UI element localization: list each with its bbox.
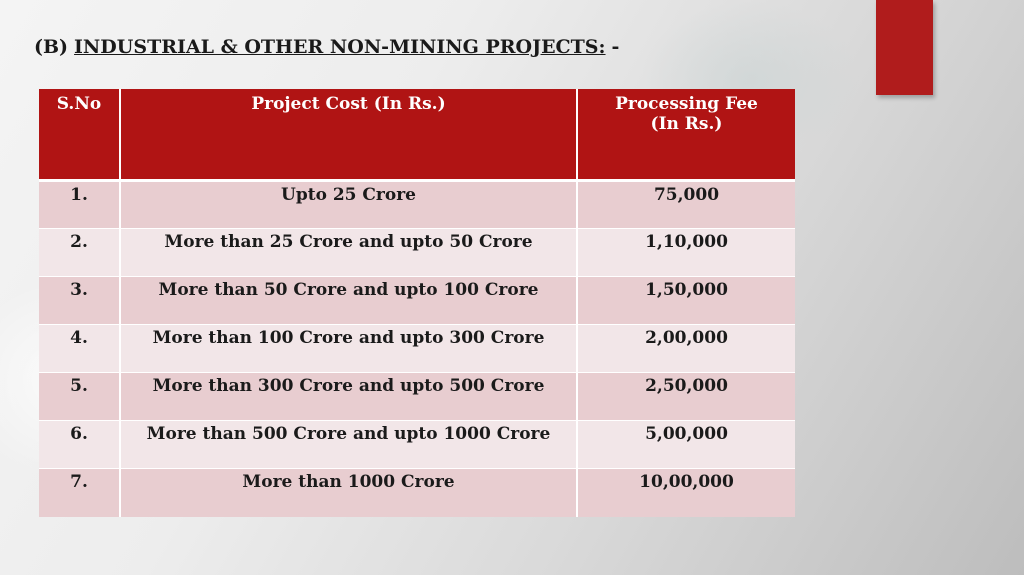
cell-sno: 4. xyxy=(39,324,121,373)
header-processing-fee-line2: (In Rs.) xyxy=(650,114,723,134)
cell-project-cost: More than 300 Crore and upto 500 Crore xyxy=(120,372,578,421)
table-row: 2. More than 25 Crore and upto 50 Crore 1,… xyxy=(39,228,795,277)
cell-processing-fee: 1,10,000 xyxy=(577,228,795,277)
slide-title-main: INDUSTRIAL & OTHER NON-MINING PROJECTS: xyxy=(74,36,606,58)
accent-tab xyxy=(876,0,933,95)
cell-processing-fee: 5,00,000 xyxy=(577,420,795,469)
table-row: 1. Upto 25 Crore 75,000 xyxy=(39,180,795,229)
cell-project-cost: More than 50 Crore and upto 100 Crore xyxy=(120,276,578,325)
header-processing-fee-line1: Processing Fee xyxy=(615,94,758,114)
cell-sno: 5. xyxy=(39,372,121,421)
table-row: 3. More than 50 Crore and upto 100 Crore 1… xyxy=(39,276,795,325)
cell-processing-fee: 2,00,000 xyxy=(577,324,795,373)
table-row: 7. More than 1000 Crore 10,00,000 xyxy=(39,468,795,517)
cell-project-cost: Upto 25 Crore xyxy=(120,180,578,229)
slide-title: (B) INDUSTRIAL & OTHER NON-MINING PROJECT… xyxy=(34,36,619,58)
cell-sno: 6. xyxy=(39,420,121,469)
cell-project-cost: More than 1000 Crore xyxy=(120,468,578,517)
cell-project-cost: More than 25 Crore and upto 50 Crore xyxy=(120,228,578,277)
cell-project-cost: More than 100 Crore and upto 300 Crore xyxy=(120,324,578,373)
cell-processing-fee: 1,50,000 xyxy=(577,276,795,325)
header-processing-fee: Processing Fee (In Rs.) xyxy=(577,89,795,182)
table-row: 4. More than 100 Crore and upto 300 Crore… xyxy=(39,324,795,373)
cell-processing-fee: 75,000 xyxy=(577,180,795,229)
cell-processing-fee: 10,00,000 xyxy=(577,468,795,517)
table-header-row: S.No Project Cost (In Rs.) Processing Fe… xyxy=(39,89,795,182)
table-row: 5. More than 300 Crore and upto 500 Crore… xyxy=(39,372,795,421)
cell-sno: 1. xyxy=(39,180,121,229)
table-body: 1. Upto 25 Crore 75,000 2. More than 25 Cror… xyxy=(39,180,795,517)
cell-sno: 3. xyxy=(39,276,121,325)
cell-project-cost: More than 500 Crore and upto 1000 Crore xyxy=(120,420,578,469)
slide-title-prefix: (B) xyxy=(34,36,69,58)
cell-sno: 7. xyxy=(39,468,121,517)
slide-title-suffix: - xyxy=(611,36,620,58)
processing-fee-table: S.No Project Cost (In Rs.) Processing Fe… xyxy=(39,89,795,517)
cell-sno: 2. xyxy=(39,228,121,277)
table-row: 6. More than 500 Crore and upto 1000 Cror… xyxy=(39,420,795,469)
header-project-cost: Project Cost (In Rs.) xyxy=(120,89,578,182)
header-sno: S.No xyxy=(39,89,121,182)
cell-processing-fee: 2,50,000 xyxy=(577,372,795,421)
